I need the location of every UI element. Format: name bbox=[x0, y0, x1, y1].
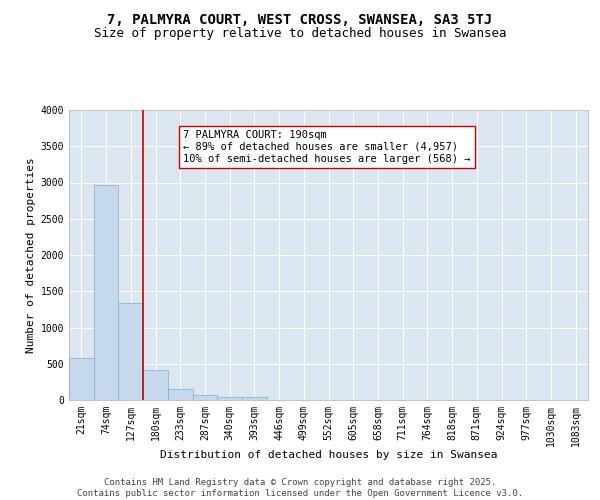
Text: 7 PALMYRA COURT: 190sqm
← 89% of detached houses are smaller (4,957)
10% of semi: 7 PALMYRA COURT: 190sqm ← 89% of detache… bbox=[183, 130, 470, 164]
Y-axis label: Number of detached properties: Number of detached properties bbox=[26, 157, 37, 353]
Bar bbox=[168, 389, 193, 400]
Bar bbox=[193, 395, 217, 400]
Text: Contains HM Land Registry data © Crown copyright and database right 2025.
Contai: Contains HM Land Registry data © Crown c… bbox=[77, 478, 523, 498]
Bar bbox=[118, 303, 143, 400]
Text: Size of property relative to detached houses in Swansea: Size of property relative to detached ho… bbox=[94, 28, 506, 40]
Text: 7, PALMYRA COURT, WEST CROSS, SWANSEA, SA3 5TJ: 7, PALMYRA COURT, WEST CROSS, SWANSEA, S… bbox=[107, 12, 493, 26]
Bar bbox=[69, 358, 94, 400]
Bar bbox=[94, 184, 118, 400]
Bar bbox=[242, 398, 267, 400]
Bar bbox=[217, 396, 242, 400]
X-axis label: Distribution of detached houses by size in Swansea: Distribution of detached houses by size … bbox=[160, 450, 497, 460]
Bar bbox=[143, 370, 168, 400]
